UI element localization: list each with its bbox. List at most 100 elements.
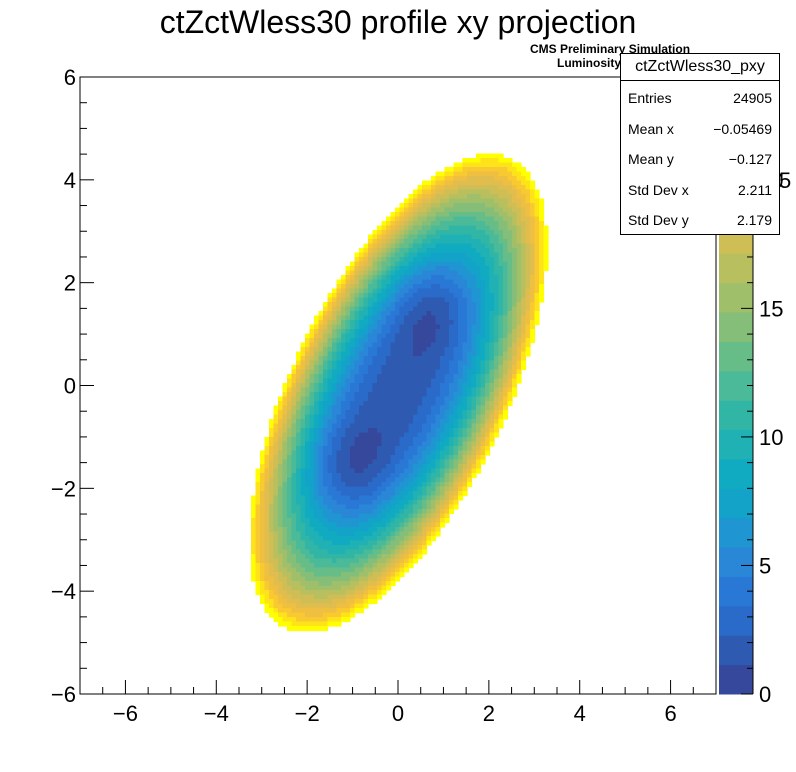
heatmap-cell (336, 455, 342, 461)
heatmap-cell (341, 275, 347, 281)
heatmap-cell (282, 513, 288, 519)
heatmap-cell (489, 270, 495, 276)
heatmap-cell (435, 428, 441, 434)
heatmap-cell (471, 383, 477, 389)
heatmap-cell (296, 486, 302, 492)
heatmap-cell (413, 383, 419, 389)
heatmap-cell (512, 203, 518, 209)
heatmap-cell (350, 414, 356, 420)
heatmap-cell (273, 464, 279, 470)
heatmap-cell (399, 261, 405, 267)
heatmap-cell (489, 162, 495, 168)
heatmap-cell (350, 410, 356, 416)
heatmap-cell (282, 459, 288, 465)
heatmap-cell (408, 437, 414, 443)
heatmap-cell (417, 347, 423, 353)
heatmap-cell (530, 266, 536, 272)
heatmap-cell (413, 401, 419, 407)
heatmap-cell (449, 419, 455, 425)
heatmap-cell (458, 162, 464, 168)
heatmap-cell (386, 387, 392, 393)
heatmap-cell (440, 410, 446, 416)
heatmap-cell (413, 540, 419, 546)
heatmap-cell (404, 216, 410, 222)
color-scale-band (719, 341, 753, 372)
heatmap-cell (399, 306, 405, 312)
heatmap-cell (413, 554, 419, 560)
heatmap-cell (318, 612, 324, 618)
heatmap-cell (386, 225, 392, 231)
heatmap-cell (458, 383, 464, 389)
heatmap-cell (359, 558, 365, 564)
heatmap-cell (444, 203, 450, 209)
heatmap-cell (480, 243, 486, 249)
heatmap-cell (462, 333, 468, 339)
heatmap-cell (390, 288, 396, 294)
heatmap-cell (390, 234, 396, 240)
heatmap-cell (318, 599, 324, 605)
heatmap-cell (435, 257, 441, 263)
heatmap-cell (408, 225, 414, 231)
heatmap-cell (363, 450, 369, 456)
heatmap-cell (323, 401, 329, 407)
heatmap-cell (476, 261, 482, 267)
heatmap-cell (417, 270, 423, 276)
heatmap-cell (458, 176, 464, 182)
heatmap-cell (386, 297, 392, 303)
heatmap-cell (404, 401, 410, 407)
heatmap-cell (417, 288, 423, 294)
heatmap-cell (377, 360, 383, 366)
heatmap-cell (435, 473, 441, 479)
heatmap-cell (507, 167, 513, 173)
heatmap-cell (503, 284, 509, 290)
heatmap-cell (345, 468, 351, 474)
heatmap-cell (422, 293, 428, 299)
heatmap-cell (336, 477, 342, 483)
heatmap-cell (462, 464, 468, 470)
heatmap-cell (476, 446, 482, 452)
heatmap-cell (395, 540, 401, 546)
heatmap-cell (453, 297, 459, 303)
heatmap-cell (354, 383, 360, 389)
heatmap-cell (521, 225, 527, 231)
heatmap-cell (498, 333, 504, 339)
heatmap-cell (413, 239, 419, 245)
heatmap-cell (440, 270, 446, 276)
heatmap-cell (350, 320, 356, 326)
heatmap-cell (305, 441, 311, 447)
heatmap-cell (399, 428, 405, 434)
heatmap-cell (390, 536, 396, 542)
heatmap-cell (462, 216, 468, 222)
heatmap-cell (395, 441, 401, 447)
heatmap-cell (336, 464, 342, 470)
heatmap-cell (422, 288, 428, 294)
heatmap-cell (404, 225, 410, 231)
heatmap-cell (453, 432, 459, 438)
heatmap-cell (480, 324, 486, 330)
heatmap-cell (381, 531, 387, 537)
heatmap-cell (260, 522, 266, 528)
heatmap-cell (467, 248, 473, 254)
heatmap-cell (512, 198, 518, 204)
heatmap-cell (413, 320, 419, 326)
heatmap-cell (327, 360, 333, 366)
heatmap-cell (372, 261, 378, 267)
heatmap-cell (264, 455, 270, 461)
heatmap-cell (521, 324, 527, 330)
heatmap-cell (476, 419, 482, 425)
heatmap-cell (404, 302, 410, 308)
heatmap-cell (471, 459, 477, 465)
heatmap-cell (471, 243, 477, 249)
heatmap-cell (485, 270, 491, 276)
heatmap-cell (314, 347, 320, 353)
heatmap-cell (489, 369, 495, 375)
heatmap-cell (332, 549, 338, 555)
heatmap-cell (314, 594, 320, 600)
heatmap-cell (260, 581, 266, 587)
heatmap-cell (440, 297, 446, 303)
heatmap-cell (494, 405, 500, 411)
heatmap-cell (251, 545, 257, 551)
heatmap-cell (273, 599, 279, 605)
heatmap-cell (516, 315, 522, 321)
heatmap-cell (494, 414, 500, 420)
